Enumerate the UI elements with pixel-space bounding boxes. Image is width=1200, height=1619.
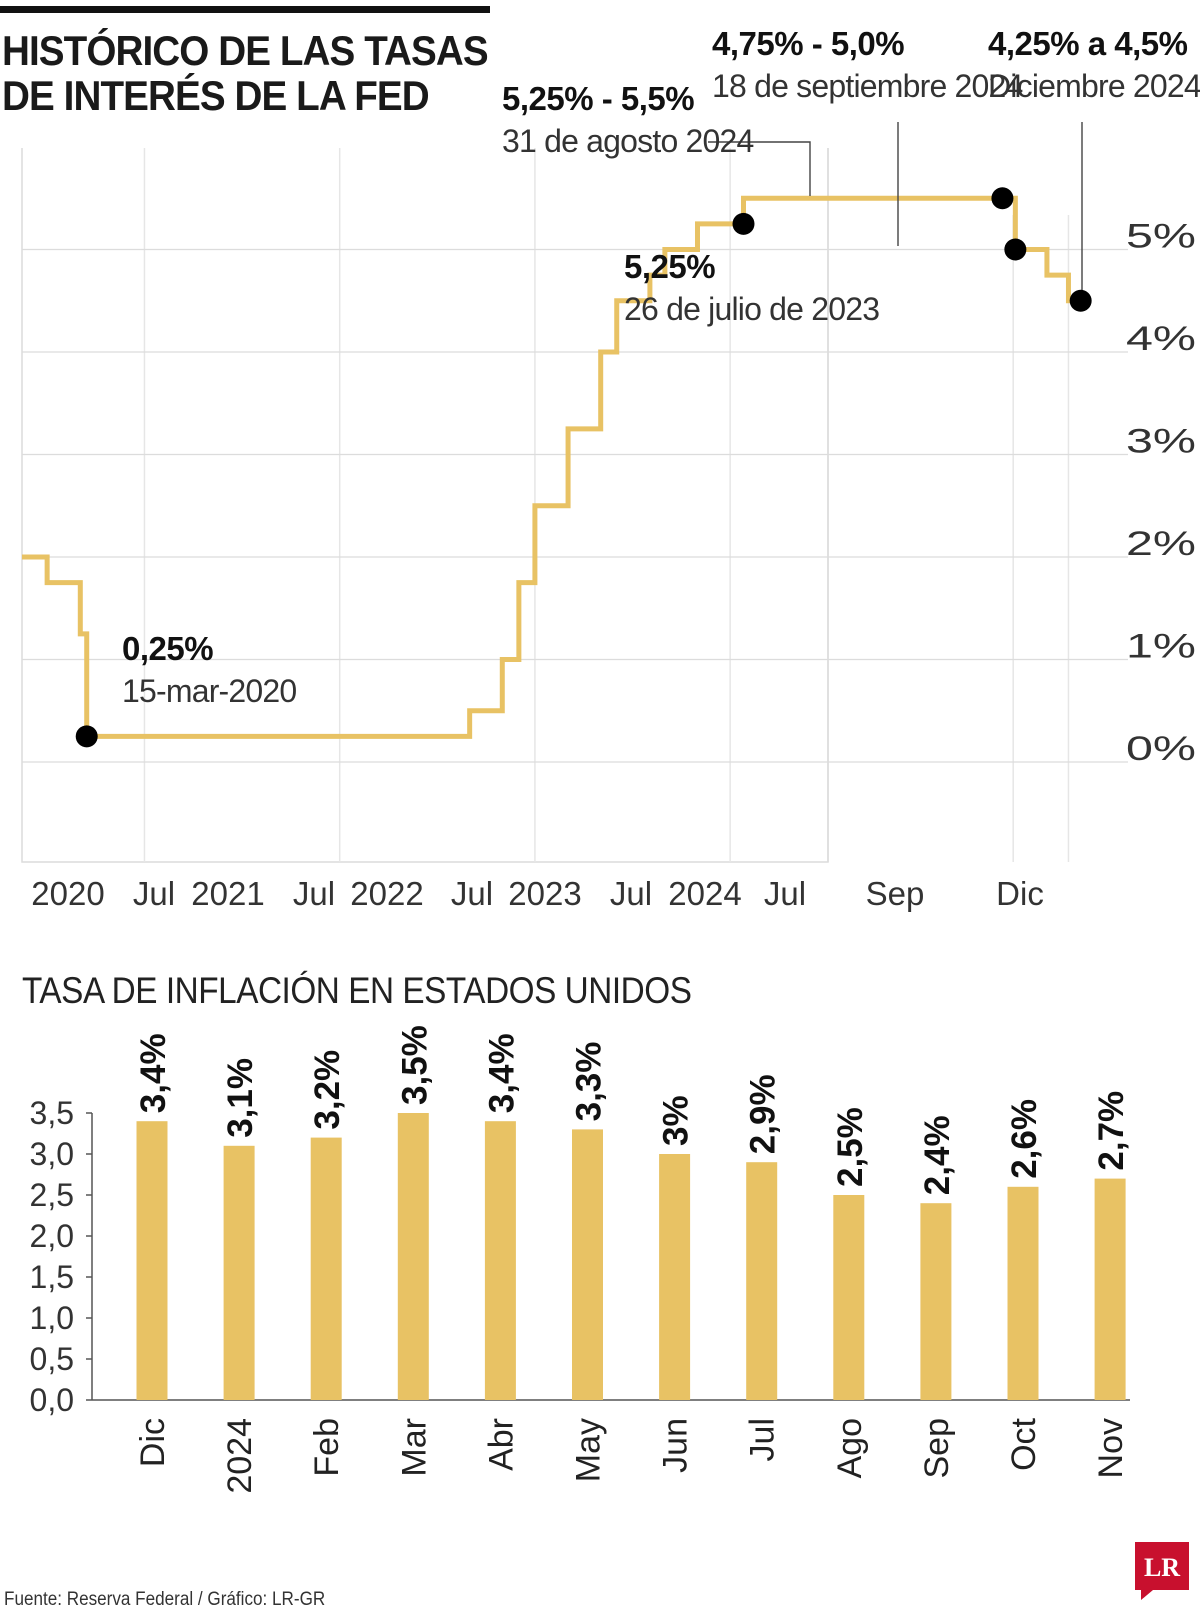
annotation-value: 5,25% [624,248,715,285]
annotation-date: 31 de agosto 2024 [502,123,754,159]
bar-data-label: 2,4% [918,1115,957,1195]
bar-data-label: 3,1% [221,1058,260,1138]
y-tick-label: 5% [1126,218,1196,256]
inflation-bar [223,1145,255,1400]
inflation-bar [310,1137,342,1400]
x-tick-label: Jul [451,875,493,912]
top-rule [0,6,490,13]
y-tick-label: 0,0 [30,1382,74,1418]
inflation-bar [572,1129,603,1400]
annotation-marker [732,212,755,235]
inflation-bar [746,1162,778,1400]
x-tick-label: 2021 [191,875,264,912]
bar-data-label: 3,4% [482,1033,521,1113]
x-category-label: 2024 [221,1418,259,1494]
x-category-label: Feb [308,1418,346,1477]
x-category-label: Jul [744,1418,782,1461]
bar-data-label: 3,4% [134,1033,173,1113]
annotation-value: 4,25% a 4,5% [988,25,1188,62]
chart-title-line-1: HISTÓRICO DE LAS TASAS [2,27,489,74]
x-tick-label: 2022 [350,875,423,912]
chart-title: HISTÓRICO DE LAS TASAS DE INTERÉS DE LA … [2,27,489,119]
x-tick-label: 2023 [508,875,581,912]
annotation-value: 4,75% - 5,0% [712,25,904,62]
inflation-bar [397,1113,429,1400]
x-category-label: Nov [1092,1418,1130,1478]
fed-rate-chart: 0% 1% 2% 3% 4% 5% 2020 Jul 2021 Jul 2022 Jul 2023 Jul… [21,25,1200,912]
x-category-label: Sep [918,1418,956,1479]
y-tick-label: 3,0 [30,1136,74,1172]
x-tick-label: 2020 [31,875,104,912]
inflation-bar [1007,1186,1039,1400]
annotation-date: 18 de septiembre 2024 [712,68,1023,104]
x-category-label: Ago [831,1418,869,1479]
x-category-label: May [570,1418,608,1482]
bar-data-label: 2,6% [1005,1099,1044,1179]
bar-data-label: 3,5% [395,1025,434,1105]
annotation-marker [1069,289,1092,312]
annotation-marker [1004,238,1027,261]
bar-data-label: 3,3% [570,1042,609,1122]
bar-data-label: 3% [657,1095,696,1146]
y-tick-label: 0% [1126,730,1196,768]
y-tick-label: 1,0 [30,1300,74,1336]
x-tick-label: Jul [610,875,652,912]
y-tick-label: 3% [1126,423,1196,461]
inflation-bar [833,1195,865,1400]
x-category-label: Dic [134,1418,172,1467]
inflation-bar [920,1203,952,1400]
annotation-date: 15-mar-2020 [122,673,296,709]
y-tick-label: 4% [1126,320,1196,358]
y-tick-label: 0,5 [30,1341,74,1377]
x-category-label: Mar [395,1418,433,1477]
x-category-label: Abr [482,1418,520,1471]
x-tick-label: Jul [293,875,335,912]
x-tick-label: Dic [996,875,1044,912]
lr-logo: LR [1135,1542,1189,1600]
annotation-value: 0,25% [122,630,213,667]
bar-data-label: 2,7% [1092,1091,1131,1171]
inflation-bar [136,1121,168,1400]
inflation-chart-title: TASA DE INFLACIÓN EN ESTADOS UNIDOS [22,970,692,1011]
y-tick-label: 2% [1126,525,1196,563]
inflation-bar [659,1154,691,1400]
source-note: Fuente: Reserva Federal / Gráfico: LR-GR [4,1589,326,1610]
bar-data-label: 3,2% [308,1050,347,1130]
y-tick-label: 3,5 [30,1095,74,1131]
annotation-leader [708,141,811,196]
x-category-label: Oct [1005,1417,1043,1470]
annotation-date: Diciembre 2024 [988,68,1200,104]
x-tick-label: Jul [764,875,806,912]
chart-title-line-2: DE INTERÉS DE LA FED [2,72,430,119]
annotation-marker [991,187,1014,210]
annotation-marker [75,725,98,748]
x-tick-label: 2024 [668,875,741,912]
y-tick-label: 1% [1126,628,1196,666]
bar-data-label: 2,5% [831,1107,870,1187]
lr-logo-text: LR [1144,1553,1180,1582]
inflation-bar [484,1121,516,1400]
y-tick-label: 2,5 [30,1177,74,1213]
x-category-label: Jun [657,1418,695,1473]
x-tick-label: Jul [133,875,175,912]
y-tick-label: 2,0 [30,1218,74,1254]
inflation-bar [1094,1178,1126,1400]
bar-data-label: 2,9% [744,1074,783,1154]
annotation-value: 5,25% - 5,5% [502,80,694,117]
y-tick-label: 1,5 [30,1259,74,1295]
x-tick-label: Sep [866,875,925,912]
annotation-date: 26 de julio de 2023 [624,291,879,327]
